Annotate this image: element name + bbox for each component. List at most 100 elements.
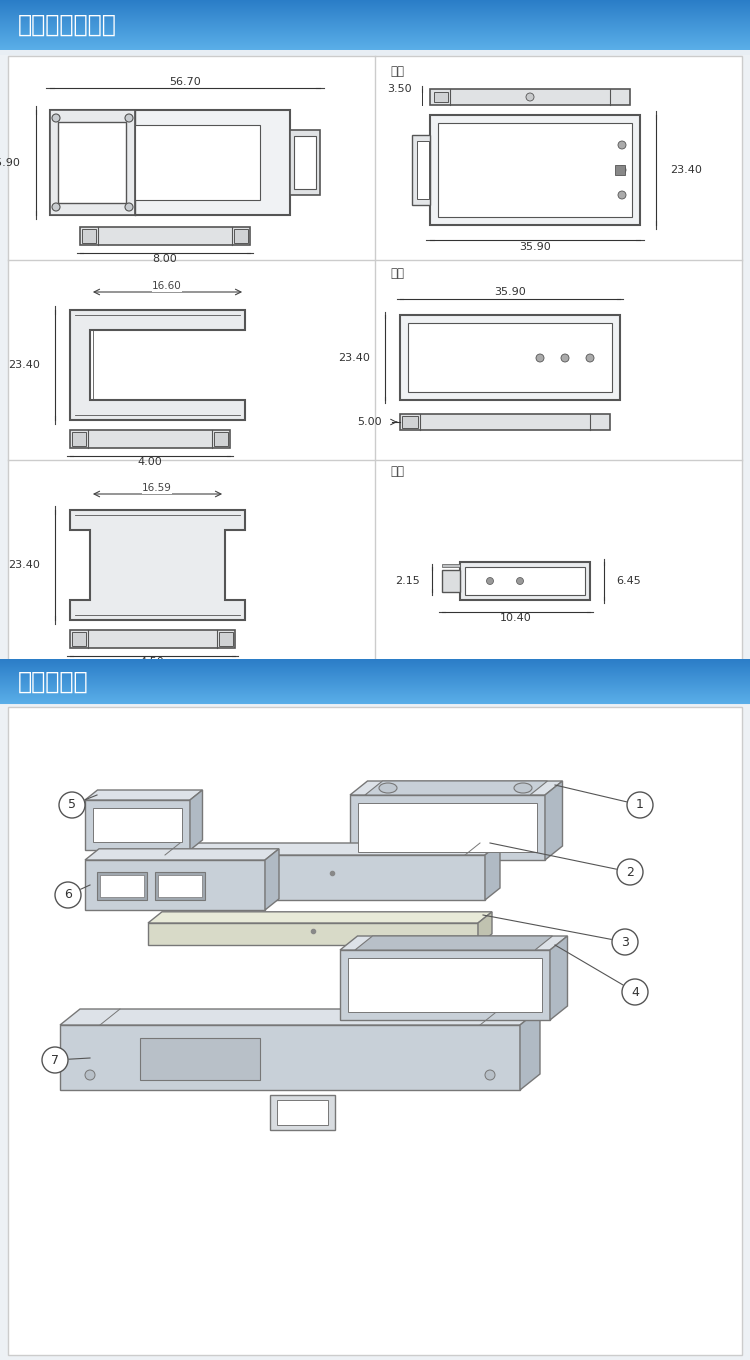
Polygon shape	[70, 310, 245, 420]
Text: 3.50: 3.50	[387, 84, 412, 94]
Circle shape	[561, 354, 569, 362]
Bar	[135, 125, 260, 200]
Polygon shape	[350, 796, 545, 860]
Circle shape	[622, 979, 648, 1005]
Polygon shape	[85, 860, 265, 910]
Ellipse shape	[514, 783, 532, 793]
Bar	[430, 116, 640, 224]
Text: 3: 3	[621, 936, 629, 948]
Text: 2: 2	[626, 865, 634, 879]
Bar	[438, 122, 632, 218]
Bar	[615, 165, 625, 175]
Polygon shape	[340, 936, 568, 951]
Circle shape	[487, 578, 494, 585]
Circle shape	[618, 190, 626, 199]
Bar	[400, 316, 620, 400]
Circle shape	[52, 203, 60, 211]
Bar	[72, 632, 86, 646]
Polygon shape	[485, 843, 500, 900]
Polygon shape	[355, 936, 553, 951]
Text: 23.40: 23.40	[8, 560, 40, 570]
Text: 35.90: 35.90	[519, 242, 550, 252]
Bar	[412, 135, 430, 205]
Text: 23.40: 23.40	[8, 360, 40, 370]
Bar	[442, 570, 460, 592]
Bar	[430, 88, 630, 105]
Bar	[442, 564, 460, 567]
Text: 4: 4	[631, 986, 639, 998]
Bar	[80, 227, 250, 245]
Bar	[460, 562, 590, 600]
Bar	[270, 1095, 335, 1130]
Bar	[72, 432, 86, 446]
Bar	[70, 430, 230, 447]
Text: 4.50: 4.50	[140, 657, 164, 666]
Bar	[234, 228, 248, 243]
Bar	[158, 874, 202, 898]
Circle shape	[526, 92, 534, 101]
Bar	[8, 707, 742, 1355]
Text: 23.40: 23.40	[670, 165, 702, 175]
Polygon shape	[358, 802, 537, 851]
Circle shape	[55, 883, 81, 908]
Circle shape	[42, 1047, 68, 1073]
Text: 图六: 图六	[390, 465, 404, 477]
Text: 6.45: 6.45	[616, 577, 640, 586]
Polygon shape	[70, 510, 245, 620]
Text: 1: 1	[636, 798, 644, 812]
Bar	[294, 136, 316, 189]
Circle shape	[517, 578, 524, 585]
Bar	[408, 324, 612, 392]
Circle shape	[617, 860, 643, 885]
Text: 图五: 图五	[390, 267, 404, 280]
Circle shape	[125, 114, 133, 122]
Bar	[50, 110, 290, 215]
Circle shape	[586, 354, 594, 362]
Circle shape	[485, 1070, 495, 1080]
Text: 2.15: 2.15	[395, 577, 420, 586]
Bar	[465, 567, 585, 596]
Circle shape	[618, 141, 626, 150]
Bar	[290, 131, 320, 194]
Bar	[417, 141, 429, 199]
Bar	[155, 872, 205, 900]
Bar	[8, 56, 742, 660]
Polygon shape	[85, 790, 203, 800]
Text: 5.00: 5.00	[357, 418, 382, 427]
Circle shape	[618, 166, 626, 174]
Polygon shape	[190, 790, 202, 850]
Bar	[434, 92, 448, 102]
Bar	[219, 632, 233, 646]
Circle shape	[85, 1070, 95, 1080]
Bar	[82, 228, 96, 243]
Bar	[400, 413, 610, 430]
Circle shape	[52, 114, 60, 122]
Circle shape	[612, 929, 638, 955]
Polygon shape	[348, 957, 542, 1012]
Text: 25.90: 25.90	[0, 158, 20, 169]
Text: 23.40: 23.40	[338, 354, 370, 363]
Bar	[70, 630, 235, 647]
Text: 4.00: 4.00	[138, 457, 162, 466]
Polygon shape	[520, 1009, 540, 1089]
Text: 5: 5	[68, 798, 76, 812]
Text: 35.90: 35.90	[494, 287, 526, 296]
Text: 7: 7	[51, 1054, 59, 1066]
Circle shape	[59, 792, 85, 817]
Text: 8.00: 8.00	[153, 254, 177, 264]
Bar	[0, 704, 750, 1360]
Bar	[277, 1100, 328, 1125]
Text: 产品组装图: 产品组装图	[18, 670, 88, 694]
Polygon shape	[350, 781, 562, 796]
Bar	[97, 872, 147, 900]
Circle shape	[627, 792, 653, 817]
Bar	[214, 432, 228, 446]
Bar	[140, 1038, 260, 1080]
Text: 56.70: 56.70	[170, 78, 201, 87]
Polygon shape	[365, 781, 548, 796]
Bar	[100, 874, 144, 898]
Polygon shape	[265, 849, 279, 910]
Polygon shape	[148, 923, 478, 945]
Circle shape	[125, 203, 133, 211]
Text: 16.59: 16.59	[142, 483, 172, 494]
